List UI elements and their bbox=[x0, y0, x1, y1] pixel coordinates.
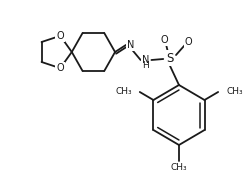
Text: N: N bbox=[127, 40, 134, 50]
Text: O: O bbox=[185, 37, 193, 47]
Text: CH₃: CH₃ bbox=[226, 88, 243, 96]
Text: H: H bbox=[142, 62, 149, 70]
Text: O: O bbox=[160, 35, 168, 45]
Text: CH₃: CH₃ bbox=[171, 163, 187, 171]
Text: S: S bbox=[167, 52, 174, 64]
Text: O: O bbox=[56, 63, 64, 73]
Text: CH₃: CH₃ bbox=[115, 88, 132, 96]
Text: O: O bbox=[56, 31, 64, 41]
Text: N: N bbox=[142, 55, 149, 65]
